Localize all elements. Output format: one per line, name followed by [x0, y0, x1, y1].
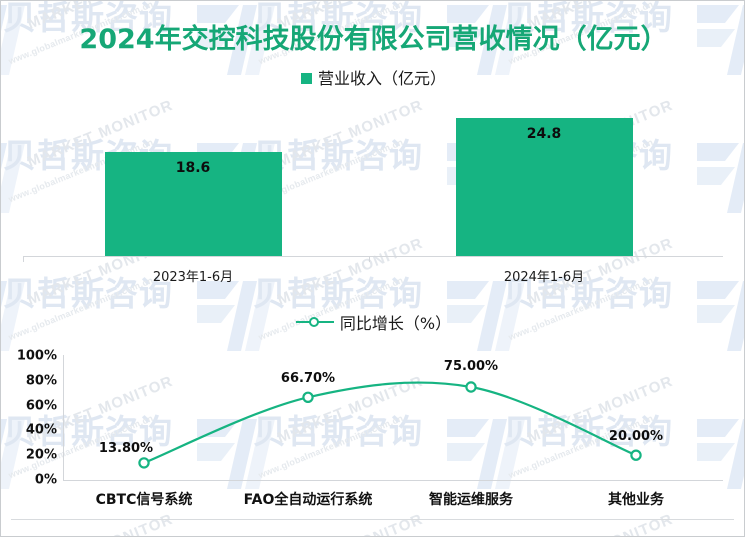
y-axis-tick-label: 80% — [25, 373, 57, 389]
bar-chart: 18.6 24.8 2023年1-6月 2024年1-6月 — [1, 96, 744, 291]
y-axis-tick-label: 100% — [16, 348, 57, 364]
y-axis-tick-label: 0% — [34, 472, 57, 488]
legend-line-marker-icon — [295, 316, 334, 328]
line-value-label: 66.70% — [280, 371, 336, 387]
page-title: 2024年交控科技股份有限公司营收情况（亿元） — [79, 24, 668, 55]
line-category-label: CBTC信号系统 — [95, 492, 193, 508]
line-category-label: FAO全自动运行系统 — [243, 492, 373, 508]
line-category-label: 智能运维服务 — [429, 492, 513, 508]
line-y-axis-line — [63, 355, 64, 481]
y-axis-tick-label: 60% — [25, 398, 57, 414]
line-data-point — [302, 391, 314, 403]
bar-column: 18.6 — [104, 152, 282, 256]
bar-axis-tick-mid — [369, 256, 370, 262]
legend-bar-label: 营业收入（亿元） — [317, 69, 446, 88]
y-axis-tick-label: 40% — [25, 422, 57, 438]
bar-category-label: 2023年1-6月 — [152, 270, 234, 285]
bar-category-label: 2024年1-6月 — [503, 270, 585, 285]
bar-axis-tick-left — [23, 256, 24, 262]
line-x-axis-line — [63, 480, 723, 481]
bar-column: 24.8 — [455, 117, 633, 256]
legend-square-icon — [300, 72, 312, 84]
legend-line-label: 同比增长（%） — [339, 314, 452, 333]
line-value-label: 20.00% — [608, 429, 664, 445]
line-data-point — [630, 449, 642, 461]
line-value-label: 75.00% — [443, 359, 499, 374]
bar-x-axis-line — [23, 256, 723, 257]
line-category-label: 其他业务 — [608, 492, 664, 508]
bar-value-label: 18.6 — [175, 160, 211, 177]
line-value-label: 13.80% — [98, 440, 154, 456]
legend-bar-series: 营业收入（亿元） — [1, 65, 744, 89]
line-data-point — [465, 381, 477, 393]
bottom-divider — [11, 519, 734, 520]
y-axis-tick-label: 20% — [25, 447, 57, 463]
legend-line-series: 同比增长（%） — [1, 310, 744, 334]
line-path — [142, 381, 638, 464]
line-data-point — [138, 457, 150, 469]
bar-value-label: 24.8 — [526, 125, 562, 142]
y-axis-tick-labels: 100% 80% 60% 40% 20% 0% — [9, 341, 57, 488]
line-chart: 100% 80% 60% 40% 20% 0% 13.80% 66.70% 75.00% 20.… — [1, 341, 744, 531]
